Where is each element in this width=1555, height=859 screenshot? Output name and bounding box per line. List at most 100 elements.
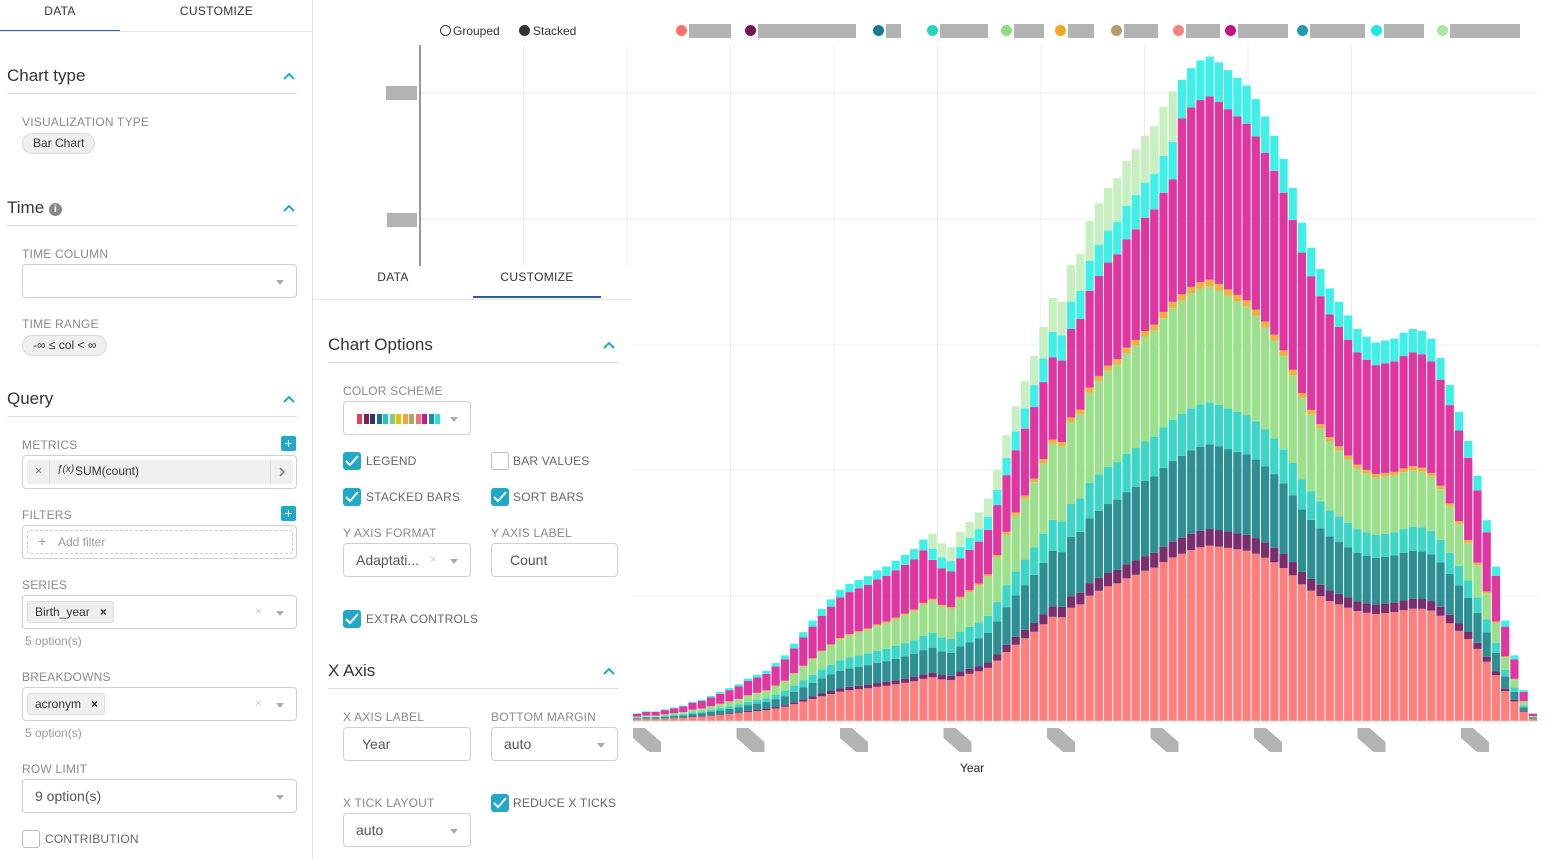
legend-dot[interactable] (1001, 25, 1012, 36)
y-axis-label-input[interactable]: Count (491, 543, 618, 577)
grouped-toggle[interactable]: Grouped (440, 24, 500, 38)
stacked-toggle[interactable]: Stacked (519, 24, 576, 38)
row-limit-select[interactable]: 9 option(s) (22, 779, 297, 813)
bar-segment (1039, 382, 1048, 460)
chevron-up-icon[interactable] (602, 340, 616, 350)
bar-segment (946, 607, 956, 609)
clear-icon[interactable]: × (255, 696, 263, 710)
bar-segment (660, 715, 669, 717)
bar-segment (817, 651, 826, 670)
time-range-pill[interactable]: -∞ ≤ col < ∞ (22, 335, 108, 356)
bar-segment (946, 547, 956, 562)
bar-segment (1325, 441, 1334, 511)
bar-segment (1473, 648, 1482, 721)
bar-segment (1491, 566, 1501, 576)
bar-segment (1316, 596, 1325, 721)
legend-dot[interactable] (745, 25, 756, 36)
bottom-margin-select[interactable]: auto (491, 727, 618, 761)
chevron-down-icon (450, 417, 458, 422)
function-icon: ƒ(x) (57, 464, 75, 475)
tab-customize[interactable]: CUSTOMIZE (473, 266, 601, 298)
bar-values-checkbox[interactable] (491, 452, 509, 470)
bar-segment (1011, 515, 1020, 572)
legend-dot[interactable] (1371, 25, 1382, 36)
bar-segment (1297, 252, 1307, 394)
series-select[interactable]: Birth_year × × (22, 595, 297, 629)
extra-controls-checkbox[interactable] (343, 610, 361, 628)
bar-segment (1030, 385, 1039, 408)
add-filter-button[interactable]: + Add filter (27, 530, 293, 554)
legend-dot[interactable] (1111, 25, 1122, 36)
clear-icon[interactable]: × (430, 552, 438, 566)
sort-bars-checkbox[interactable] (491, 488, 509, 506)
legend-dot[interactable] (676, 25, 687, 36)
bar-segment (1094, 375, 1103, 382)
legend-dot[interactable] (927, 25, 938, 36)
chevron-up-icon[interactable] (282, 394, 296, 404)
bar-segment (1094, 590, 1103, 721)
bar-segment (1159, 427, 1168, 468)
breakdowns-select[interactable]: acronym × × (22, 687, 297, 721)
bar-segment (1039, 562, 1048, 615)
series-label: SERIES (22, 578, 68, 592)
breakdown-tag[interactable]: acronym × (27, 693, 106, 715)
chevron-up-icon[interactable] (602, 666, 616, 676)
remove-metric-icon[interactable]: × (35, 463, 43, 478)
bar-segment (882, 623, 891, 649)
x-axis-label-input[interactable]: Year (343, 727, 471, 761)
tab-data[interactable]: DATA (377, 270, 409, 284)
legend-dot[interactable] (1055, 25, 1066, 36)
bar-segment (1085, 482, 1094, 519)
clear-icon[interactable]: × (255, 604, 263, 618)
bar-segment (1048, 443, 1057, 520)
metrics-field[interactable]: × ƒ(x) SUM(count) (22, 455, 297, 489)
bar-segment (1427, 601, 1436, 611)
legend-dot[interactable] (873, 25, 884, 36)
bar-segment (808, 658, 817, 660)
legend-dot[interactable] (1173, 25, 1184, 36)
bar-segment (873, 624, 882, 626)
bar-segment (799, 637, 808, 666)
bar-segment (1196, 100, 1205, 283)
y-axis-format-select[interactable]: Adaptati... × (343, 543, 471, 577)
bar-segment (1362, 473, 1371, 533)
stacked-bars-checkbox[interactable] (343, 488, 361, 506)
x-tick-layout-select[interactable]: auto (343, 813, 471, 847)
bar-segment (1159, 318, 1168, 428)
info-icon[interactable]: i (48, 203, 62, 216)
bar-segment (956, 631, 965, 647)
filters-field[interactable]: + Add filter (22, 525, 297, 559)
legend-dot[interactable] (1297, 25, 1308, 36)
legend-checkbox[interactable] (343, 452, 361, 470)
legend-dot[interactable] (1225, 25, 1236, 36)
bar-segment (873, 650, 882, 663)
viz-type-pill[interactable]: Bar Chart (22, 133, 96, 154)
remove-series-icon[interactable]: × (99, 605, 107, 619)
time-column-select[interactable] (22, 264, 297, 298)
chevron-up-icon[interactable] (282, 203, 296, 213)
color-swatch (389, 414, 395, 424)
bar-segment (910, 654, 919, 677)
bar-segment (1445, 552, 1454, 574)
bar-segment (771, 685, 780, 687)
metric-value: SUM(count) (75, 464, 140, 478)
contribution-checkbox[interactable] (22, 830, 40, 848)
bar-segment (1122, 453, 1131, 493)
chevron-up-icon[interactable] (282, 71, 296, 81)
bar-segment (1390, 471, 1399, 476)
remove-breakdown-icon[interactable]: × (91, 697, 99, 711)
chevron-right-icon[interactable] (278, 467, 286, 477)
series-tag[interactable]: Birth_year × (27, 601, 114, 623)
color-scheme-select[interactable] (343, 401, 471, 435)
tab-customize[interactable]: CUSTOMIZE (179, 4, 254, 18)
legend-dot[interactable] (1437, 25, 1448, 36)
tab-data[interactable]: DATA (0, 0, 120, 32)
add-metric-icon[interactable]: + (281, 436, 296, 451)
metric-chip[interactable]: × ƒ(x) SUM(count) (27, 460, 293, 484)
bar-segment (762, 690, 771, 691)
bar-segment (1205, 545, 1214, 721)
bar-segment (697, 699, 706, 702)
add-filter-icon[interactable]: + (281, 506, 296, 521)
bar-segment (1464, 457, 1473, 541)
reduce-x-ticks-checkbox[interactable] (491, 794, 509, 812)
